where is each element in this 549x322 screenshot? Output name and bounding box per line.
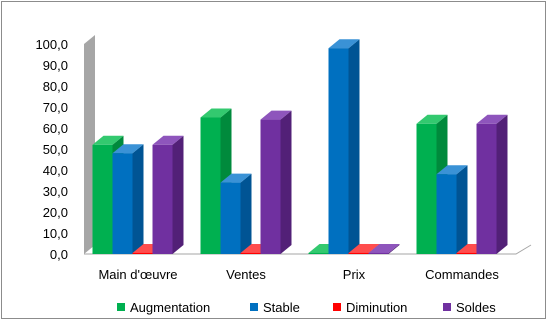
- y-tick-label: 60,0: [43, 121, 68, 136]
- legend: Augmentation Stable Diminution Soldes: [117, 300, 496, 315]
- legend-item: Diminution: [333, 300, 407, 315]
- bar-side: [388, 243, 400, 254]
- y-tick-label: 90,0: [43, 58, 68, 73]
- bar-side: [132, 144, 144, 254]
- legend-item: Stable: [250, 300, 300, 315]
- bar-top: [112, 144, 144, 154]
- bar-front: [220, 182, 241, 254]
- x-axis-labels: Main d'œuvre Ventes Prix Commandes: [98, 267, 499, 282]
- bar-front: [416, 123, 437, 254]
- bar: [368, 243, 400, 254]
- bar: [260, 110, 292, 254]
- legend-swatch: [117, 303, 125, 311]
- bar-front: [92, 144, 113, 254]
- bar-side: [348, 39, 360, 255]
- bar: [476, 114, 508, 254]
- legend-swatch: [250, 303, 258, 311]
- bar-front: [132, 252, 153, 254]
- legend-label: Soldes: [456, 300, 496, 315]
- y-tick-label: 80,0: [43, 79, 68, 94]
- bar-front: [436, 174, 457, 254]
- bar: [328, 39, 360, 255]
- bar-front: [260, 119, 281, 254]
- bar: [436, 165, 468, 254]
- bar-side: [172, 135, 184, 254]
- legend-label: Diminution: [346, 300, 407, 315]
- bar: [112, 144, 144, 254]
- y-tick-label: 0,0: [50, 247, 68, 262]
- y-tick-label: 100,0: [35, 37, 68, 52]
- y-tick-label: 20,0: [43, 205, 68, 220]
- legend-label: Augmentation: [130, 300, 210, 315]
- bar-front: [112, 153, 133, 254]
- legend-label: Stable: [263, 300, 300, 315]
- bar-top: [368, 243, 400, 253]
- bar-top: [92, 135, 124, 145]
- bar-front: [456, 252, 477, 254]
- bar-front: [200, 117, 221, 254]
- bar-front: [308, 252, 329, 254]
- bar-top: [328, 39, 360, 49]
- x-tick-label: Commandes: [425, 267, 499, 282]
- x-tick-label: Main d'œuvre: [98, 267, 177, 282]
- bar-top: [152, 135, 184, 145]
- bar-top: [220, 173, 252, 183]
- bar-top: [416, 114, 448, 124]
- y-tick-label: 70,0: [43, 100, 68, 115]
- bar-side: [280, 110, 292, 254]
- side-wall: [84, 35, 95, 254]
- bar-front: [328, 48, 349, 255]
- bar-top: [200, 108, 232, 118]
- bar-top: [260, 110, 292, 120]
- legend-item: Soldes: [443, 300, 496, 315]
- x-tick-label: Prix: [343, 267, 366, 282]
- legend-swatch: [333, 303, 341, 311]
- y-tick-label: 30,0: [43, 184, 68, 199]
- bar: [152, 135, 184, 254]
- legend-item: Augmentation: [117, 300, 210, 315]
- bar-top: [476, 114, 508, 124]
- y-tick-label: 10,0: [43, 226, 68, 241]
- bar-top: [436, 165, 468, 175]
- y-tick-label: 50,0: [43, 142, 68, 157]
- bar-side: [240, 173, 252, 254]
- bar-front: [476, 123, 497, 254]
- bar: [220, 173, 252, 254]
- bar-front: [240, 252, 261, 254]
- legend-swatch: [443, 303, 451, 311]
- bars: [92, 39, 508, 255]
- bar-front: [368, 252, 389, 254]
- y-tick-label: 40,0: [43, 163, 68, 178]
- y-axis-ticks: 0,0 10,0 20,0 30,0 40,0 50,0 60,0 70,0 80,0 90,0 1…: [35, 37, 68, 262]
- bar-side: [456, 165, 468, 254]
- bar-front: [152, 144, 173, 254]
- bar-top: [348, 243, 380, 253]
- x-tick-label: Ventes: [226, 267, 266, 282]
- bar-side: [496, 114, 508, 254]
- bar-front: [348, 252, 369, 254]
